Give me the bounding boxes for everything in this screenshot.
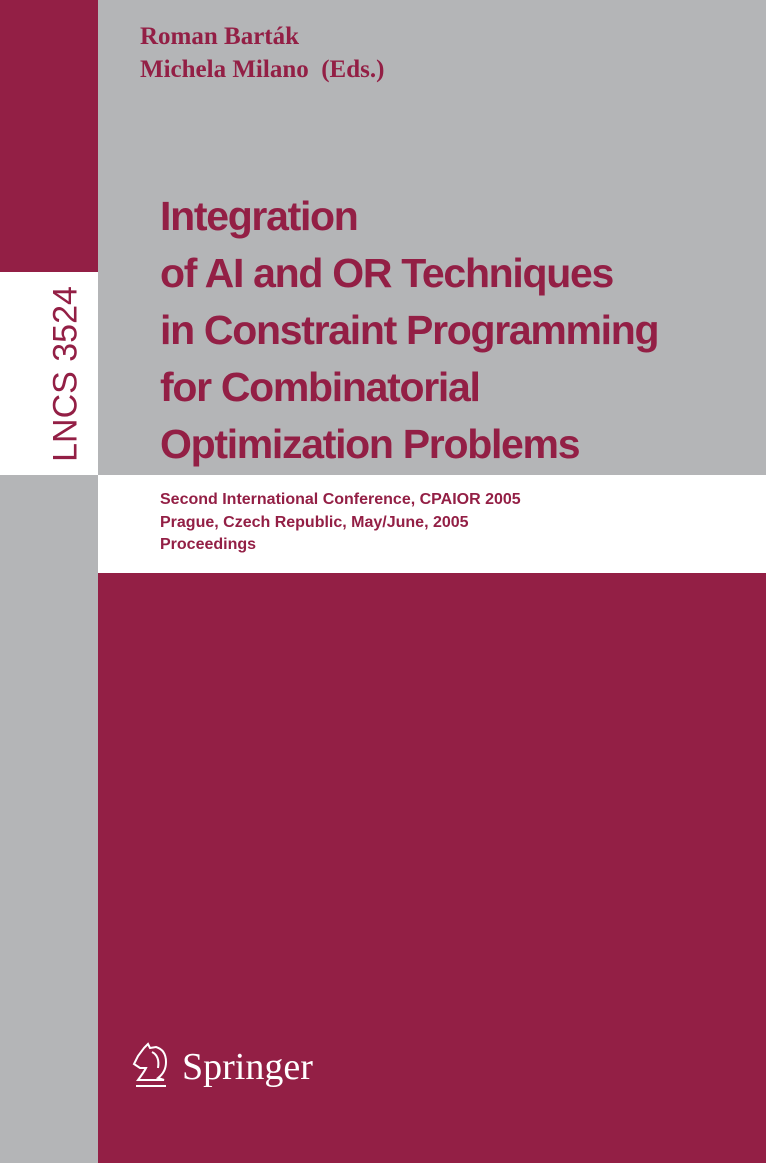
title-panel	[98, 0, 766, 475]
title-line: Integration	[160, 193, 359, 239]
subtitle-line: Prague, Czech Republic, May/June, 2005	[160, 513, 469, 531]
editor-2: Michela Milano (Eds.)	[140, 56, 385, 83]
title-line: for Combinatorial	[160, 364, 481, 410]
book-title: Integration of AI and OR Techniques in C…	[160, 188, 660, 473]
editors: Roman Barták Michela Milano (Eds.)	[140, 20, 384, 86]
title-line: Optimization Problems	[160, 421, 581, 467]
spine-strip-white	[0, 272, 98, 475]
title-line: of AI and OR Techniques	[160, 250, 614, 296]
subtitle: Second International Conference, CPAIOR …	[160, 489, 521, 557]
publisher-logo: Springer	[130, 1042, 313, 1092]
title-line: in Constraint Programming	[160, 307, 660, 353]
subtitle-line: Second International Conference, CPAIOR …	[160, 491, 521, 508]
series-label: LNCS 3524	[46, 286, 85, 462]
lower-panel	[98, 573, 766, 1163]
spine-strip-top	[0, 0, 98, 272]
editor-1: Roman Barták	[140, 23, 300, 50]
subtitle-line: Proceedings	[160, 536, 257, 553]
subtitle-band	[98, 475, 766, 573]
publisher-name: Springer	[182, 1046, 313, 1088]
spine-strip-gray	[0, 475, 98, 1163]
springer-knight-icon	[132, 1042, 168, 1087]
